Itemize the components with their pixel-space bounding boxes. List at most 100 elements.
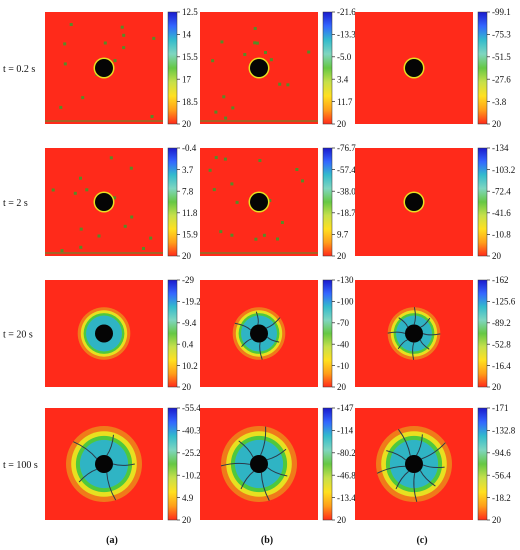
colorbar-tick-label: -147	[337, 403, 354, 413]
borehole	[405, 324, 423, 343]
crack-line	[266, 448, 287, 461]
colorbar-tick-label: -171	[492, 403, 509, 413]
colorbar	[167, 147, 178, 257]
colorbar-tick-label: -132.8	[492, 426, 516, 436]
speckle-mark	[269, 58, 273, 62]
colorbar-tick-label: -3.8	[492, 97, 507, 107]
colorbar-tick-label: 17	[182, 74, 192, 84]
crack-line	[241, 338, 252, 348]
column-label: (c)	[416, 535, 427, 546]
speckle-mark	[235, 200, 239, 204]
borehole	[95, 324, 113, 343]
colorbar	[477, 11, 488, 125]
colorbar-tick-label: 20	[182, 251, 192, 261]
speckle-mark	[286, 83, 290, 87]
colorbar-tick-label: -114	[337, 426, 354, 436]
speckle-mark	[208, 168, 212, 172]
borehole	[95, 193, 113, 211]
crack-line	[238, 440, 254, 458]
colorbar-tick-label: -9.4	[182, 318, 197, 328]
speckle-mark	[243, 53, 247, 56]
speckle-mark	[103, 41, 107, 45]
crack-line	[240, 470, 255, 490]
colorbar	[167, 407, 178, 521]
colorbar-tick-label: -25.2	[182, 448, 201, 458]
colorbar-tick-label: 11.7	[337, 97, 353, 107]
contour-panel: -130 -100 -70 -40 -10 20	[200, 275, 354, 392]
column-label: (a)	[106, 535, 118, 546]
colorbar	[322, 407, 333, 521]
speckle-mark	[150, 115, 154, 118]
colorbar-tick-label: 7.8	[182, 186, 194, 196]
colorbar-tick-label: 20	[337, 515, 347, 525]
colorbar-tick-label: -76.7	[337, 143, 356, 153]
colorbar-tick-label: -100	[337, 297, 354, 307]
crack-line	[376, 465, 406, 474]
colorbar-tick-label: -10.2	[182, 470, 201, 480]
colorbar	[322, 11, 333, 125]
speckle-mark	[220, 40, 224, 44]
crack-line	[386, 450, 407, 461]
crack-line	[420, 317, 431, 328]
colorbar-tick-label: -134	[492, 143, 509, 153]
speckle-mark	[214, 110, 218, 114]
speckle-mark	[253, 41, 257, 45]
colorbar-tick-label: -89.2	[492, 318, 511, 328]
crack-line	[413, 307, 416, 325]
speckle-mark	[295, 168, 299, 171]
crack-line	[419, 339, 430, 350]
speckle-mark	[69, 23, 73, 26]
colorbar-tick-label: 12.5	[182, 7, 198, 17]
colorbar-tick-label: 20	[492, 382, 502, 392]
speckle-mark	[73, 191, 77, 195]
speckle-mark	[81, 96, 85, 100]
colorbar-tick-label: 0.4	[182, 339, 194, 349]
colorbar-tick-label: -56.4	[492, 470, 511, 480]
speckle-mark	[230, 233, 234, 237]
speckle-mark	[307, 50, 311, 54]
contour-panel: -134 -103.2 -72.4 -41.6 -10.8 20	[355, 143, 515, 261]
colorbar-tick-label: 20	[182, 382, 192, 392]
speckle-mark	[255, 41, 259, 45]
colorbar-tick-label: -46.8	[337, 470, 356, 480]
colorbar-tick-label: 20	[337, 382, 347, 392]
time-label: t = 2 s	[3, 198, 28, 209]
crack-line	[260, 472, 270, 501]
contour-panel: -55.4 -40.3 -25.2 -10.2 4.9 20	[45, 403, 201, 525]
speckle-mark	[129, 166, 133, 170]
speckle-mark	[268, 199, 272, 202]
crack-line	[266, 317, 281, 329]
colorbar-tick-label: 20	[492, 119, 502, 129]
colorbar-tick-label: -162	[492, 275, 509, 285]
colorbar	[167, 279, 178, 388]
speckle-mark	[254, 237, 258, 241]
crack-line	[422, 333, 441, 336]
colorbar	[322, 147, 333, 257]
speckle-mark	[222, 95, 226, 99]
colorbar-tick-label: -16.4	[492, 361, 511, 371]
speckle-mark	[211, 59, 215, 63]
colorbar-tick-label: -19.2	[182, 297, 201, 307]
colorbar-tick-label: -29	[182, 275, 194, 285]
speckle-mark	[123, 224, 127, 228]
colorbar-tick-label: -10.8	[492, 230, 511, 240]
colorbar-tick-label: 20	[492, 251, 502, 261]
speckle-mark	[79, 245, 83, 249]
colorbar-tick-label: -41.6	[492, 208, 511, 218]
time-label: t = 100 s	[3, 460, 38, 471]
borehole	[95, 455, 113, 473]
crack-line	[412, 342, 415, 360]
colorbar-tick-label: 3.7	[182, 165, 194, 175]
colorbar	[477, 407, 488, 521]
speckle-mark	[122, 33, 126, 37]
time-label: t = 20 s	[3, 330, 33, 341]
colorbar-tick-label: 20	[182, 119, 192, 129]
colorbar-tick-label: -40	[337, 339, 349, 349]
speckle-mark	[152, 36, 156, 40]
speckle-mark	[63, 42, 67, 46]
colorbar-tick-label: 4.9	[182, 493, 194, 503]
speckle-mark	[278, 82, 282, 86]
contour-panel: -162 -125.6 -89.2 -52.8 -16.4 20	[355, 275, 516, 392]
borehole	[95, 59, 113, 77]
colorbar-tick-label: -99.1	[492, 7, 511, 17]
